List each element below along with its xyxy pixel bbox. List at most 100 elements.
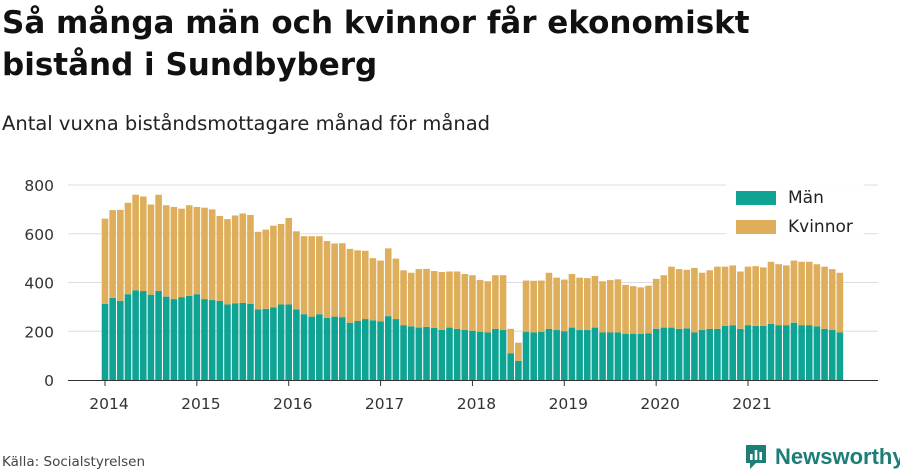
bar-women bbox=[346, 248, 354, 323]
bar-men bbox=[132, 290, 139, 380]
bar-women bbox=[117, 209, 124, 301]
bar-women bbox=[377, 260, 384, 322]
bar-women bbox=[155, 194, 162, 292]
bar-men bbox=[606, 332, 614, 380]
bar-men bbox=[660, 327, 668, 380]
bar-women bbox=[124, 202, 132, 295]
bar-women bbox=[744, 266, 752, 326]
bar-women bbox=[162, 205, 170, 297]
bar-women bbox=[132, 194, 139, 291]
bar-men bbox=[461, 330, 469, 380]
x-tick-label: 2014 bbox=[89, 395, 128, 413]
bar-men bbox=[124, 294, 132, 380]
bar-men bbox=[423, 326, 430, 380]
bar-men bbox=[668, 327, 675, 380]
bar-men bbox=[698, 330, 706, 380]
bar-men bbox=[262, 308, 270, 380]
legend: Män Kvinnor bbox=[726, 178, 864, 242]
y-tick-label: 600 bbox=[24, 226, 54, 244]
bar-men bbox=[415, 327, 423, 380]
bar-men bbox=[637, 333, 645, 380]
bar-men bbox=[361, 319, 369, 380]
bar-women bbox=[675, 269, 683, 329]
bar-men bbox=[308, 316, 315, 380]
bar-women bbox=[821, 266, 828, 329]
bar-men bbox=[545, 328, 553, 380]
bar-women bbox=[553, 277, 560, 331]
bar-men bbox=[583, 330, 591, 380]
bars-layer bbox=[101, 194, 844, 380]
bar-men bbox=[201, 299, 208, 380]
bar-men bbox=[622, 333, 629, 380]
bar-men bbox=[231, 303, 239, 380]
x-tick-label: 2020 bbox=[640, 395, 679, 413]
bar-women bbox=[446, 271, 453, 328]
bar-women bbox=[530, 280, 537, 333]
bar-women bbox=[476, 280, 484, 332]
bar-men bbox=[101, 303, 109, 380]
bar-women bbox=[208, 209, 216, 301]
bar-men bbox=[645, 333, 652, 380]
bar-women bbox=[484, 281, 492, 333]
bar-men bbox=[752, 325, 759, 380]
brand-name: Newsworthy bbox=[775, 444, 900, 469]
bar-men bbox=[339, 317, 346, 380]
bar-men bbox=[377, 321, 384, 380]
bar-women bbox=[790, 260, 798, 323]
bar-men bbox=[300, 314, 308, 380]
axis-layer: 0 200 400 600 800 2014 2015 2016 2017 2018 2019 202… bbox=[24, 177, 878, 413]
bar-women bbox=[239, 213, 247, 303]
bar-women bbox=[668, 266, 675, 328]
bar-women bbox=[591, 275, 599, 328]
bar-women bbox=[323, 241, 331, 318]
source-note: Källa: Socialstyrelsen bbox=[2, 454, 146, 470]
bar-women bbox=[828, 269, 836, 331]
bar-men bbox=[492, 328, 499, 380]
bar-women bbox=[836, 272, 844, 333]
bar-women bbox=[361, 250, 369, 320]
bar-women bbox=[438, 272, 446, 330]
bar-women bbox=[492, 275, 499, 329]
bar-men bbox=[293, 309, 300, 380]
bar-men bbox=[691, 332, 698, 380]
bar-women bbox=[178, 208, 185, 298]
bar-men bbox=[185, 295, 193, 380]
bar-women bbox=[645, 285, 652, 334]
y-tick-label: 0 bbox=[44, 372, 54, 390]
bar-men bbox=[828, 330, 836, 380]
x-tick-label: 2017 bbox=[365, 395, 404, 413]
bar-women bbox=[805, 261, 813, 326]
bar-men bbox=[767, 323, 775, 380]
bar-men bbox=[247, 303, 254, 380]
bar-men bbox=[270, 307, 277, 380]
bar-women bbox=[201, 207, 208, 300]
x-tick-label: 2016 bbox=[273, 395, 312, 413]
bar-men bbox=[208, 300, 216, 380]
bar-women bbox=[698, 272, 706, 331]
bar-women bbox=[262, 229, 270, 309]
bar-women bbox=[147, 204, 155, 295]
bar-women bbox=[316, 236, 323, 315]
bar-men bbox=[354, 321, 361, 380]
bar-men bbox=[392, 319, 400, 380]
bar-men bbox=[629, 333, 637, 380]
newsworthy-logo[interactable]: Newsworthy bbox=[744, 442, 900, 472]
bar-women bbox=[729, 265, 737, 326]
bar-women bbox=[637, 287, 645, 334]
bar-women bbox=[231, 215, 239, 304]
bar-men bbox=[721, 325, 729, 380]
bar-women bbox=[331, 243, 338, 317]
bar-women bbox=[798, 261, 805, 326]
bar-women bbox=[308, 236, 315, 317]
bar-women bbox=[622, 284, 629, 334]
bar-women bbox=[339, 243, 346, 318]
bar-women bbox=[568, 273, 576, 328]
bar-women bbox=[691, 267, 698, 333]
bar-women bbox=[293, 231, 300, 310]
x-tick-label: 2019 bbox=[549, 395, 588, 413]
bar-men bbox=[469, 330, 476, 380]
y-tick-label: 200 bbox=[24, 323, 54, 341]
x-tick-label: 2015 bbox=[181, 395, 220, 413]
bar-men bbox=[836, 332, 844, 380]
